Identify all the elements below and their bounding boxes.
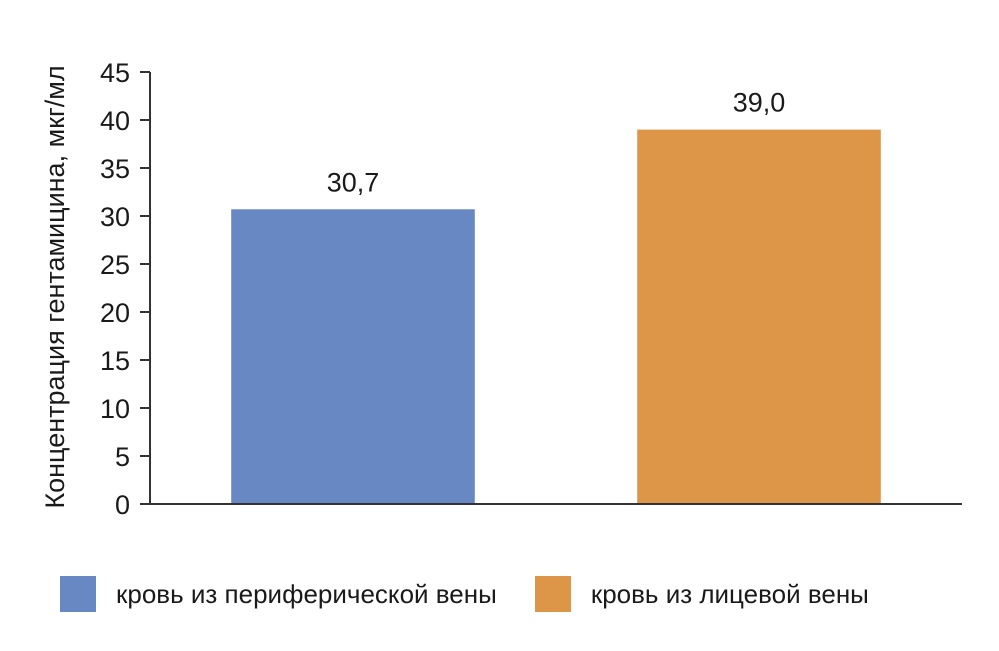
y-axis: 0 5 10 15 20 25 30 35 40 45 xyxy=(100,58,151,520)
y-axis-title: Концентрация гентамицина, мкг/мл xyxy=(40,65,70,508)
y-tick-label: 20 xyxy=(100,298,130,328)
legend-swatch-peripheral xyxy=(60,576,96,612)
legend-swatch-facial xyxy=(534,576,571,612)
legend-item-facial: кровь из лицевой вены xyxy=(534,576,869,612)
y-tick-label: 0 xyxy=(115,490,130,520)
data-label-1: 30,7 xyxy=(327,167,380,197)
bar-1 xyxy=(231,209,475,504)
y-tick-label: 10 xyxy=(100,394,130,424)
y-tick-label: 40 xyxy=(100,106,130,136)
y-tick-label: 45 xyxy=(100,58,130,88)
legend-item-peripheral: кровь из периферической вены xyxy=(60,576,497,612)
bar-2 xyxy=(637,129,881,504)
y-tick-label: 30 xyxy=(100,202,130,232)
legend-label-peripheral: кровь из периферической вены xyxy=(116,578,497,609)
data-label-2: 39,0 xyxy=(733,88,786,118)
bars: 30,7 39,0 xyxy=(231,88,881,504)
y-tick-label: 15 xyxy=(100,346,130,376)
legend-label-facial: кровь из лицевой вены xyxy=(590,578,869,609)
legend: кровь из периферической вены кровь из ли… xyxy=(60,572,907,616)
y-tick-label: 5 xyxy=(115,442,130,472)
y-tick-label: 25 xyxy=(100,250,130,280)
y-tick-label: 35 xyxy=(100,154,130,184)
